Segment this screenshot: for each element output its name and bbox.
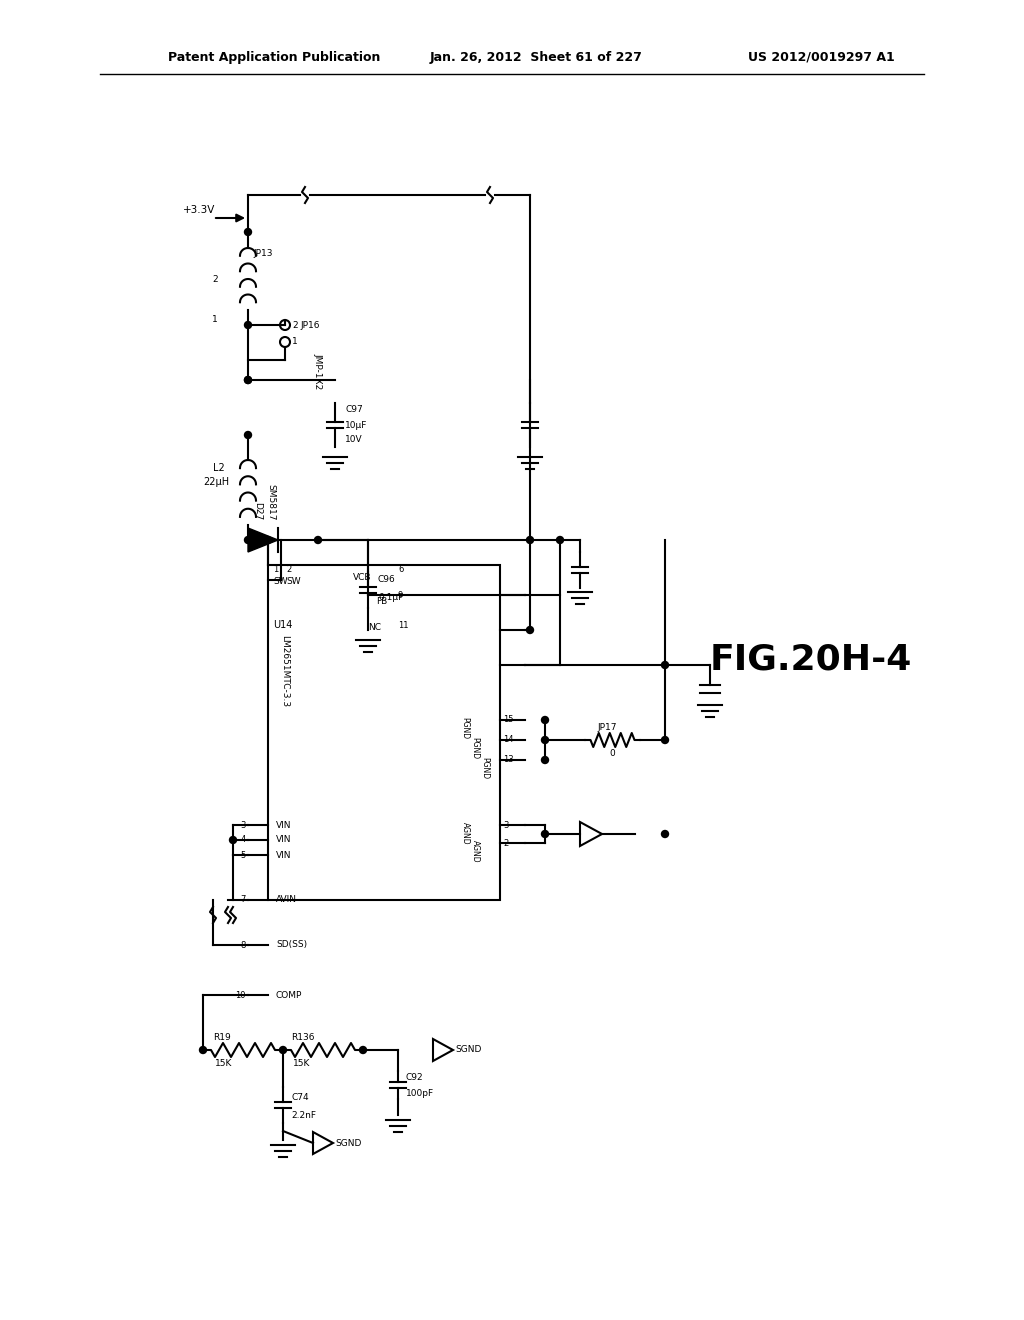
Text: 5: 5: [241, 850, 246, 859]
Text: 2: 2: [292, 321, 298, 330]
Polygon shape: [248, 528, 278, 552]
Text: SM5817: SM5817: [266, 483, 275, 520]
Text: 10: 10: [236, 990, 246, 999]
Text: SW: SW: [273, 577, 288, 586]
Text: PGND: PGND: [461, 717, 469, 739]
Circle shape: [662, 830, 669, 837]
Circle shape: [280, 1047, 287, 1053]
Circle shape: [542, 737, 549, 743]
Circle shape: [526, 536, 534, 544]
Text: U14: U14: [273, 620, 293, 630]
Text: FIG.20H-4: FIG.20H-4: [710, 643, 912, 677]
Circle shape: [542, 830, 549, 837]
Text: C97: C97: [345, 405, 362, 414]
Text: 3: 3: [241, 821, 246, 829]
Text: C96: C96: [378, 576, 395, 585]
Text: 11: 11: [398, 620, 409, 630]
Text: PGND: PGND: [470, 737, 479, 759]
Text: VIN: VIN: [276, 850, 292, 859]
Circle shape: [229, 837, 237, 843]
Text: Jan. 26, 2012  Sheet 61 of 227: Jan. 26, 2012 Sheet 61 of 227: [430, 50, 643, 63]
Text: 100pF: 100pF: [406, 1089, 434, 1097]
Polygon shape: [580, 822, 602, 846]
Text: 0: 0: [609, 748, 614, 758]
Text: 15K: 15K: [293, 1059, 310, 1068]
Text: 7: 7: [241, 895, 246, 904]
Text: JMP-1X2: JMP-1X2: [313, 352, 322, 389]
Text: LM2651MTC-3.3: LM2651MTC-3.3: [280, 635, 289, 708]
Text: D27: D27: [253, 502, 262, 520]
Text: NC: NC: [368, 623, 381, 631]
Circle shape: [542, 717, 549, 723]
Polygon shape: [313, 1133, 333, 1154]
Text: SGND: SGND: [335, 1138, 361, 1147]
Text: 15: 15: [503, 715, 513, 725]
Text: SD(SS): SD(SS): [276, 940, 307, 949]
Polygon shape: [433, 1039, 453, 1061]
Text: 13: 13: [503, 755, 514, 764]
Circle shape: [245, 322, 252, 329]
Text: 22μH: 22μH: [203, 477, 229, 487]
Text: AGND: AGND: [461, 821, 469, 845]
Text: 10μF: 10μF: [345, 421, 368, 429]
Circle shape: [245, 228, 252, 235]
Text: +3.3V: +3.3V: [183, 205, 215, 215]
Text: AGND: AGND: [470, 840, 479, 862]
Text: JP13: JP13: [253, 248, 272, 257]
Circle shape: [359, 1047, 367, 1053]
Text: US 2012/0019297 A1: US 2012/0019297 A1: [748, 50, 895, 63]
Circle shape: [526, 627, 534, 634]
Text: 1: 1: [273, 565, 279, 574]
Circle shape: [245, 376, 252, 384]
Text: 8: 8: [241, 940, 246, 949]
Circle shape: [200, 1047, 207, 1053]
Text: 14: 14: [503, 735, 513, 744]
Text: SGND: SGND: [455, 1045, 481, 1055]
Text: COMP: COMP: [276, 990, 302, 999]
Circle shape: [662, 737, 669, 743]
Text: JP17: JP17: [597, 722, 616, 731]
Text: 1: 1: [292, 338, 298, 346]
Text: 2: 2: [286, 565, 291, 574]
Text: 2.2nF: 2.2nF: [291, 1110, 316, 1119]
Text: VIN: VIN: [276, 821, 292, 829]
Text: 2: 2: [503, 838, 508, 847]
Text: PGND: PGND: [480, 756, 489, 779]
Circle shape: [245, 536, 252, 544]
Text: JP16: JP16: [300, 321, 319, 330]
Text: R136: R136: [291, 1032, 314, 1041]
Text: FB: FB: [376, 598, 387, 606]
Circle shape: [245, 432, 252, 438]
Text: C74: C74: [291, 1093, 308, 1101]
Text: Patent Application Publication: Patent Application Publication: [168, 50, 380, 63]
Text: 2: 2: [212, 275, 218, 284]
Text: 10V: 10V: [345, 434, 362, 444]
Text: SW: SW: [286, 577, 301, 586]
Text: 1: 1: [212, 315, 218, 325]
Circle shape: [662, 661, 669, 668]
Circle shape: [314, 536, 322, 544]
Text: 15K: 15K: [215, 1059, 232, 1068]
Text: R19: R19: [213, 1032, 230, 1041]
Text: 6: 6: [398, 565, 403, 574]
Text: VCB: VCB: [353, 573, 372, 582]
Circle shape: [556, 536, 563, 544]
Bar: [268, 565, 500, 900]
Circle shape: [542, 756, 549, 763]
Text: VIN: VIN: [276, 836, 292, 845]
Circle shape: [245, 376, 252, 384]
Text: C92: C92: [406, 1072, 424, 1081]
Text: 3: 3: [503, 821, 508, 829]
Text: AVIN: AVIN: [276, 895, 297, 904]
Circle shape: [264, 536, 271, 544]
Text: 4: 4: [241, 836, 246, 845]
Text: 9: 9: [398, 590, 403, 599]
Text: 0.1μF: 0.1μF: [378, 594, 403, 602]
Text: L2: L2: [213, 463, 224, 473]
